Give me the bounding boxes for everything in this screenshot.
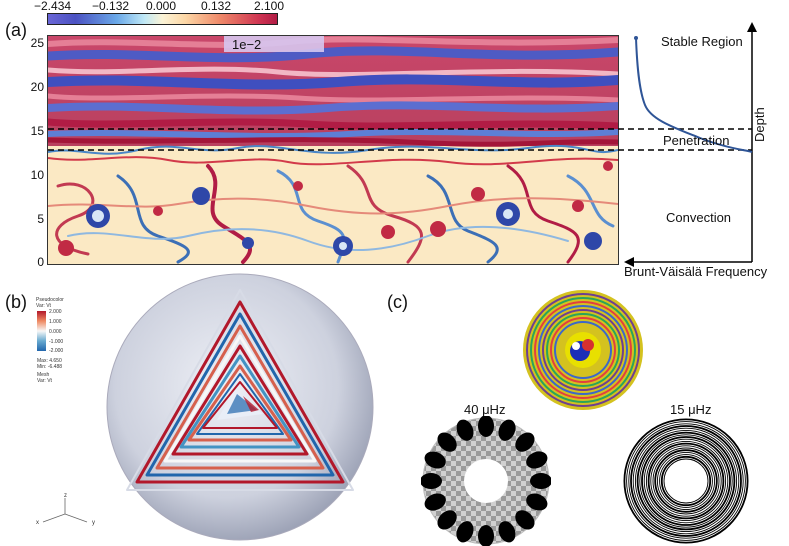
mode-ring <box>636 431 736 531</box>
mode-lobe <box>456 419 474 441</box>
mode-lobe <box>526 493 548 511</box>
axis-y-label: y <box>92 520 95 526</box>
freq-label-15: 15 μHz <box>670 402 712 417</box>
mode-ring <box>626 421 746 541</box>
legend-tick-4: -1.000 <box>49 339 64 345</box>
simulation-field <box>48 36 618 264</box>
mode-lobe <box>515 510 535 530</box>
sphere-render <box>106 273 374 541</box>
colorbar-tick-2: −0.132 <box>92 0 130 13</box>
mode-ring <box>660 455 712 507</box>
colorbar-tick-3: 0.000 <box>146 0 177 13</box>
legend-title-1: Pseudocolor <box>36 297 64 303</box>
depth-axis-label: Depth <box>752 107 767 142</box>
panel-a-label: (a) <box>5 20 27 40</box>
mode-ring <box>641 436 731 526</box>
mode-lobe <box>530 473 551 489</box>
mode-lobe <box>437 432 457 452</box>
region-penetration: Penetration <box>663 133 730 148</box>
region-convection: Convection <box>666 210 732 225</box>
axis-z-label: z <box>64 493 67 499</box>
mode-disk-15uhz <box>623 418 749 544</box>
y-tick-0: 0 <box>37 255 44 269</box>
mode-lobe <box>515 432 535 452</box>
mode-lobe <box>456 521 474 543</box>
legend-title-2: Var: Vt <box>36 303 51 309</box>
mode-lobe <box>478 525 494 546</box>
mode-ring <box>643 438 729 524</box>
legend-mesh-2: Var: Vt <box>37 378 52 384</box>
axes-triad <box>42 498 88 523</box>
mode-ring <box>632 427 740 535</box>
colorful-disk <box>523 290 643 410</box>
y-tick-25: 25 <box>30 36 44 50</box>
legend-tick-5: -2.000 <box>49 348 64 354</box>
mode-ring <box>634 429 738 533</box>
mode-lobe <box>424 451 446 469</box>
mode-ring <box>639 434 733 528</box>
mode-ring <box>654 449 718 513</box>
mode-lobe <box>498 419 516 441</box>
legend-tick-2: 1.000 <box>49 319 62 325</box>
mode-ring <box>652 447 720 515</box>
colorbar <box>47 13 278 25</box>
brunt-vaisala-profile <box>635 37 753 153</box>
colorbar-tick-5: 2.100 <box>254 0 285 13</box>
region-stable: Stable Region <box>661 34 743 49</box>
legend-min: Min: -6.488 <box>37 364 63 370</box>
panel-c-label: (c) <box>387 292 408 312</box>
mode-ring <box>623 418 749 544</box>
mode-ring <box>663 458 709 504</box>
y-tick-20: 20 <box>30 80 44 94</box>
mode-lobe <box>478 416 494 437</box>
mode-lobe <box>526 451 548 469</box>
mode-ring <box>628 423 744 539</box>
mode-lobe <box>421 473 442 489</box>
axis-x-label: x <box>36 520 39 526</box>
y-tick-10: 10 <box>30 168 44 182</box>
colorbar-multiplier: 1e−2 <box>232 37 262 52</box>
mode-ring <box>630 425 742 537</box>
mode-lobe <box>424 493 446 511</box>
legend-tick-3: 0.000 <box>49 329 62 335</box>
mode-ring <box>647 442 725 520</box>
y-tick-15: 15 <box>30 124 44 138</box>
colorbar-tick-1: −2.434 <box>34 0 72 13</box>
legend-max: Max: 4.650 <box>37 358 62 364</box>
frequency-axis-label: Brunt-Väisälä Frequency <box>624 264 768 279</box>
mode-ring <box>659 454 713 508</box>
legend-tick-1: 2.000 <box>49 309 62 315</box>
panel-b-label: (b) <box>5 292 27 312</box>
mode-ring <box>645 440 727 522</box>
colorbar-tick-4: 0.132 <box>201 0 232 13</box>
mode-ring <box>650 445 722 517</box>
profile-axes <box>624 22 757 267</box>
mode-ring <box>656 451 716 511</box>
mode-lobe <box>498 521 516 543</box>
legend-colorbar <box>37 311 46 351</box>
y-tick-5: 5 <box>37 212 44 226</box>
mode-lobe <box>437 510 457 530</box>
freq-label-40: 40 μHz <box>464 402 506 417</box>
mode-disk-40uhz <box>421 416 551 546</box>
legend-mesh-1: Mesh <box>37 372 50 378</box>
